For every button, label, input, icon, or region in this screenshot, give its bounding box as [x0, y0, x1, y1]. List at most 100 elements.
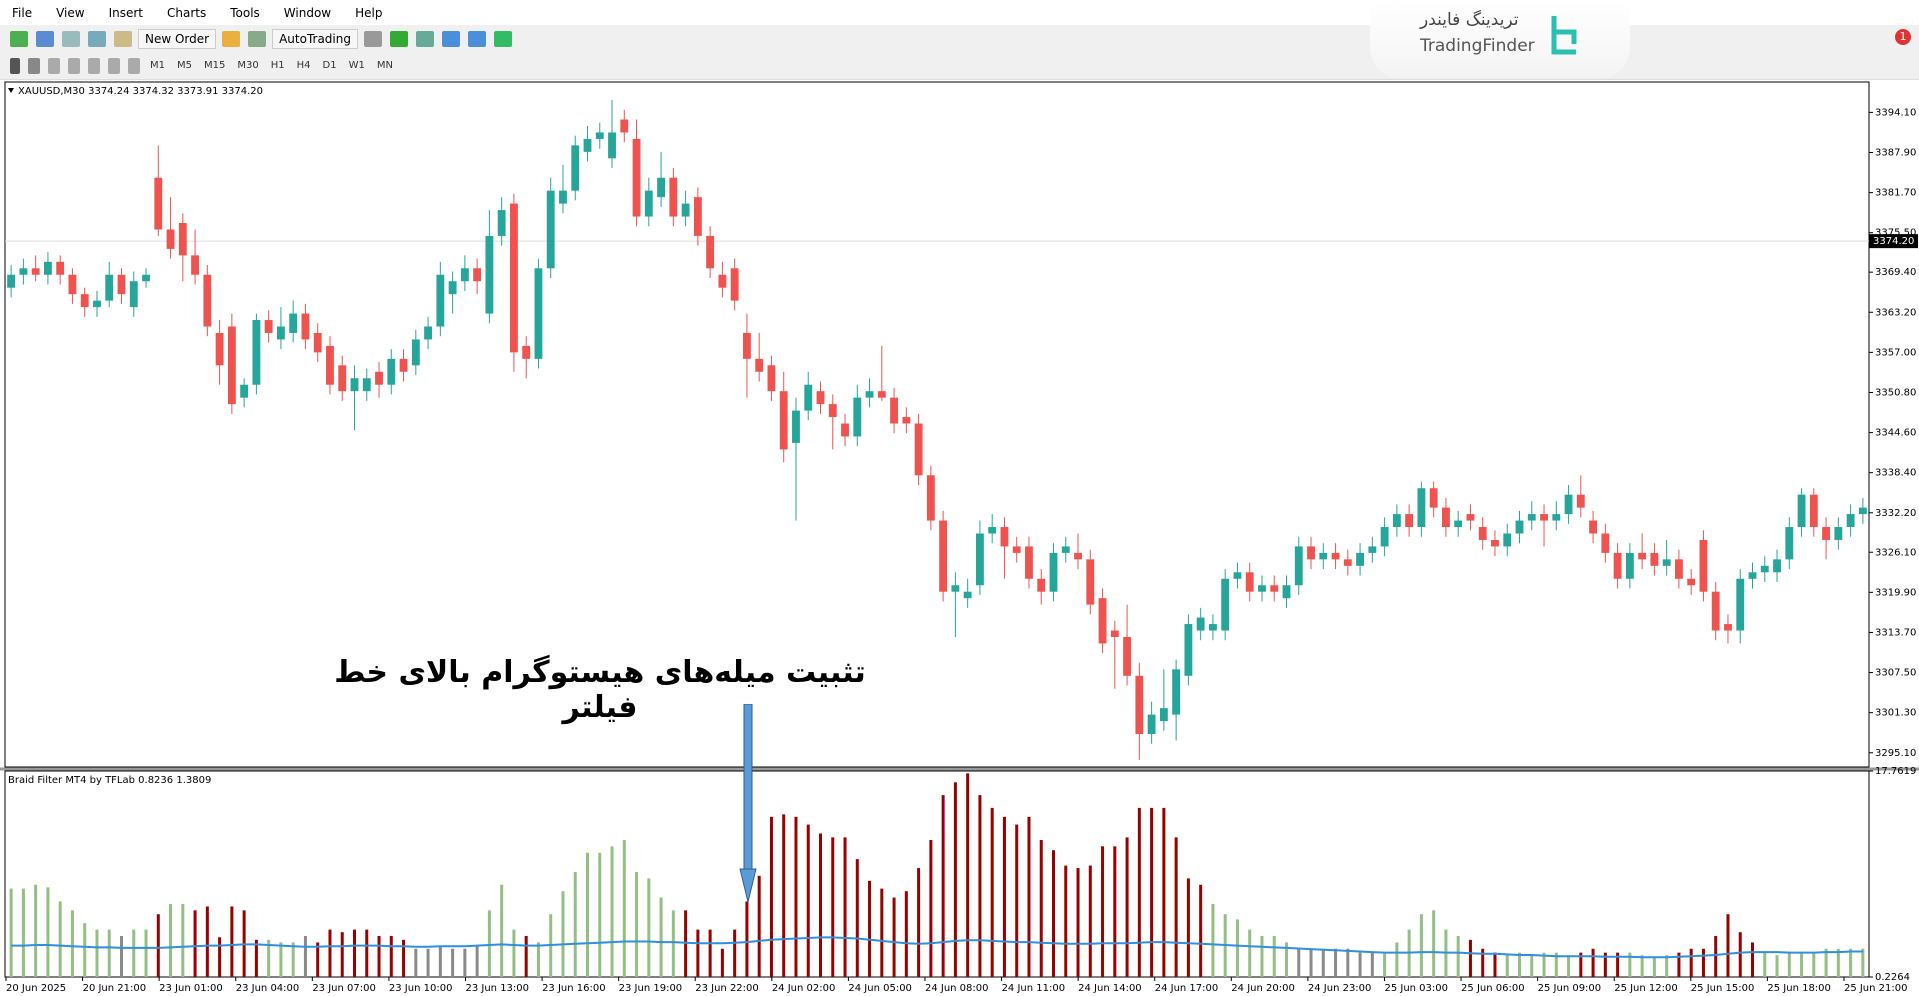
candle-body [755, 358, 764, 372]
candle-body [31, 268, 40, 275]
menu-item[interactable]: Window [283, 5, 332, 20]
icon[interactable] [48, 57, 60, 74]
icon[interactable] [389, 30, 408, 47]
histogram-bar [1174, 837, 1178, 977]
candle-body [375, 371, 383, 385]
histogram-bar [598, 852, 602, 977]
icon[interactable] [415, 30, 434, 47]
timeframe-button[interactable]: M30 [237, 60, 259, 71]
last-price-box [1869, 234, 1918, 249]
icon[interactable] [68, 57, 80, 74]
timeframe-button[interactable]: H1 [270, 60, 285, 71]
histogram-bar [855, 859, 859, 977]
histogram-bar [1567, 955, 1571, 977]
icon[interactable] [28, 57, 40, 74]
timeframe-button[interactable]: H4 [296, 60, 311, 71]
y-tick-label: 3357.00 [1875, 347, 1916, 358]
histogram-bar [205, 906, 209, 977]
icon[interactable] [88, 57, 100, 74]
icon[interactable] [88, 30, 106, 47]
histogram-bar [1824, 948, 1828, 977]
candle-body [1417, 488, 1426, 528]
candle-body [534, 268, 543, 359]
icon[interactable] [108, 57, 120, 74]
icon[interactable] [467, 30, 486, 47]
timeframe-button[interactable]: M15 [204, 60, 226, 71]
candle-body [1441, 507, 1450, 528]
candle-body [1540, 514, 1548, 521]
histogram-bar [745, 901, 749, 977]
notification-badge[interactable]: 1 [1895, 29, 1911, 45]
histogram-bar [1395, 942, 1399, 977]
candle-body [1662, 559, 1671, 566]
candle-body [1331, 552, 1340, 560]
candle-body [1098, 598, 1107, 644]
histogram-bar [696, 929, 700, 977]
histogram-bar [966, 773, 970, 977]
menu-item[interactable]: Charts [167, 5, 207, 20]
menu-item[interactable]: Insert [108, 5, 143, 20]
histogram-bar [1775, 955, 1779, 977]
candle-body [1233, 572, 1242, 579]
candle-body [1834, 527, 1843, 540]
timeframe-button[interactable]: MN [376, 60, 393, 71]
timeframe-button[interactable]: W1 [348, 60, 365, 71]
icon[interactable] [62, 30, 80, 47]
candle-body [1515, 520, 1524, 534]
histogram-bar [1481, 948, 1485, 977]
candle-body [963, 591, 972, 599]
histogram-bar [1726, 914, 1730, 977]
icon[interactable] [493, 30, 512, 47]
candle-body [792, 410, 800, 443]
icon[interactable] [36, 30, 54, 47]
autotrading-button[interactable]: AutoTrading [272, 28, 358, 49]
candle-body [1343, 559, 1352, 566]
histogram-bar [892, 897, 896, 977]
histogram-bar [1199, 884, 1203, 977]
timeframe-button[interactable]: D1 [322, 60, 337, 71]
menu-item[interactable]: File [12, 5, 33, 20]
histogram-bar [389, 935, 393, 977]
icon[interactable] [363, 30, 382, 47]
candle-body [706, 235, 715, 269]
icon[interactable] [441, 30, 460, 47]
candle-body [1012, 546, 1021, 553]
histogram-bar [1751, 942, 1754, 977]
icon[interactable] [10, 30, 28, 47]
candle-body [804, 384, 813, 411]
candle-body [191, 255, 200, 275]
candle-body [1245, 572, 1254, 592]
histogram-bar [475, 944, 479, 977]
icon[interactable] [248, 30, 267, 47]
candle-body [1184, 624, 1193, 676]
histogram-bar [819, 833, 822, 977]
histogram-bar [1554, 952, 1558, 977]
candle-body [1405, 514, 1414, 528]
timeframe-button[interactable]: M1 [150, 60, 165, 71]
candle-body [509, 203, 518, 353]
menu-item[interactable]: Tools [230, 5, 260, 20]
icon[interactable] [10, 57, 20, 74]
histogram-bar [1701, 948, 1705, 977]
histogram-bar [524, 935, 528, 977]
toolbar: New Order AutoTrading [0, 25, 1919, 53]
histogram-bar [1603, 952, 1607, 977]
menu-item[interactable]: View [56, 5, 85, 20]
y-tick-label: 3332.20 [1875, 508, 1916, 519]
candle-body [877, 391, 886, 398]
histogram-bar [1518, 952, 1521, 977]
menu-item[interactable]: Help [355, 5, 383, 20]
candle-body [1699, 539, 1708, 592]
icon[interactable] [222, 30, 241, 47]
icon[interactable] [114, 30, 132, 47]
timeframe-button[interactable]: M5 [177, 60, 192, 71]
candle-body [1503, 533, 1512, 547]
histogram-bar [500, 884, 504, 977]
x-tick-label: 25 Jun 03:00 [1384, 983, 1448, 994]
menu-bar: File View Insert Charts Tools Window Help [0, 0, 1919, 25]
y-tick-label: 17.7619 [1875, 766, 1916, 777]
new-order-button[interactable]: New Order [138, 28, 217, 49]
candle-body [1135, 675, 1144, 735]
histogram-bar [132, 929, 136, 977]
icon[interactable] [128, 57, 140, 74]
